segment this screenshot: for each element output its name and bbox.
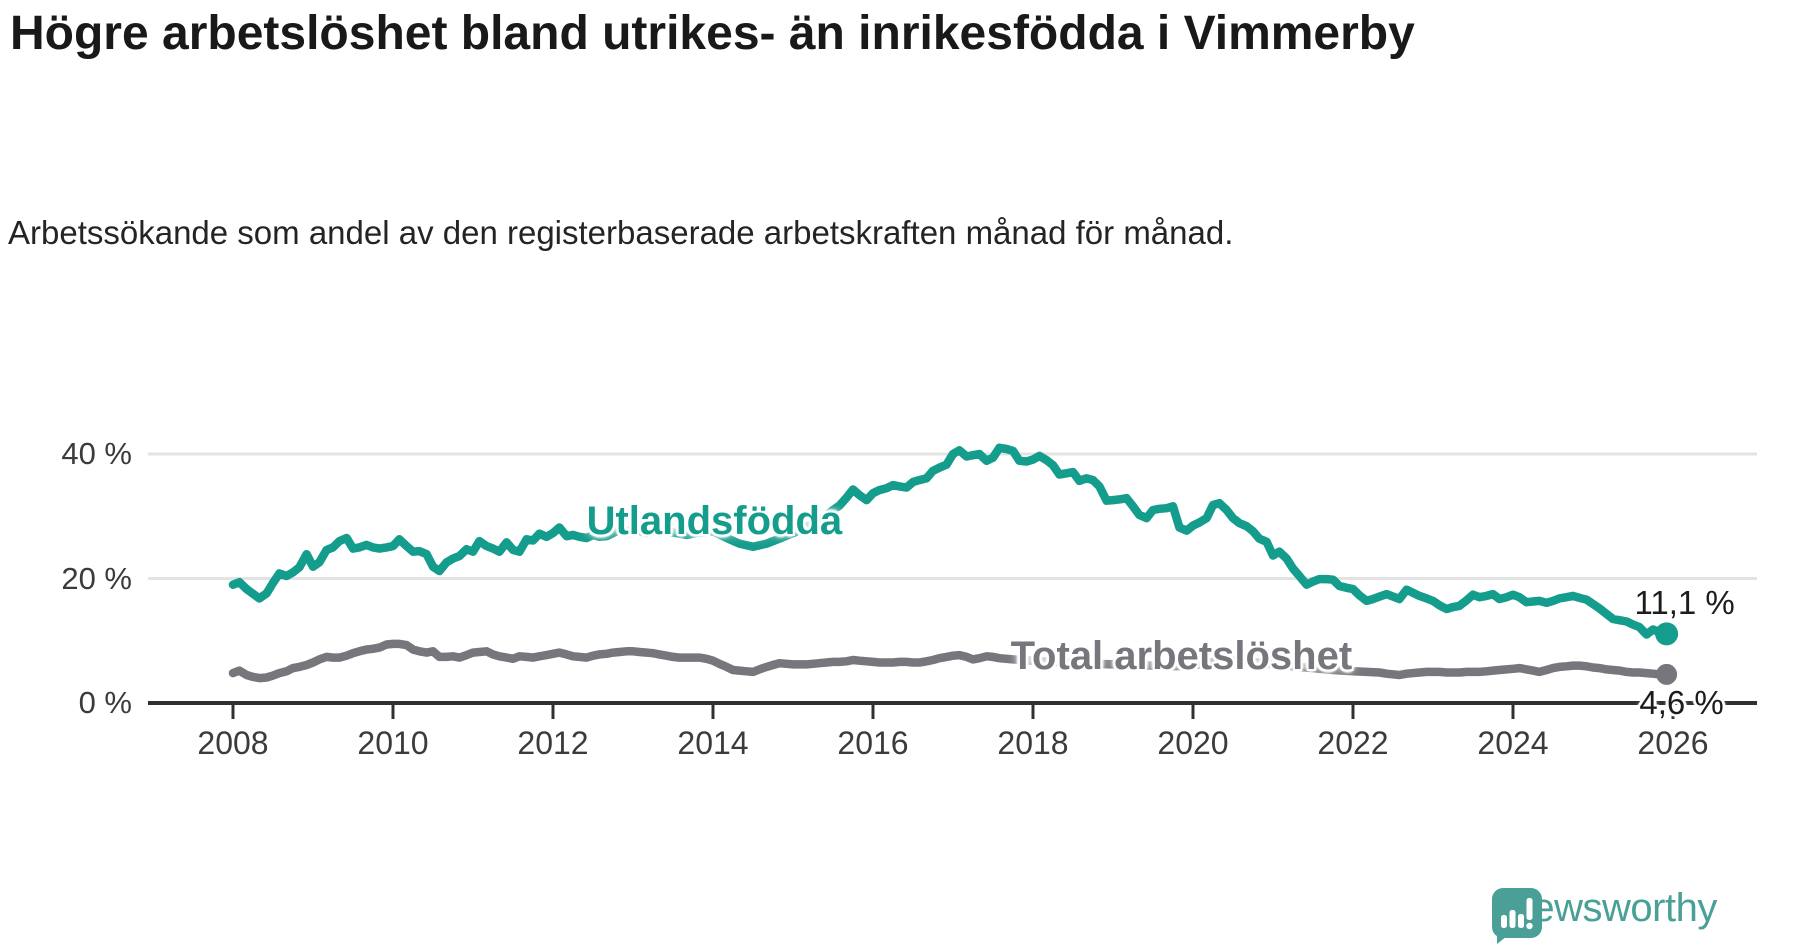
x-tick-label-2008: 2008 <box>197 725 269 761</box>
end-dot-total <box>1656 663 1678 685</box>
newsworthy-logo[interactable]: Newsworthy <box>1490 886 1717 944</box>
end-value-label-utlandsfodda: 11,1 % <box>1634 583 1735 621</box>
y-tick-label-0: 0 % <box>78 685 132 720</box>
series-label-utlandsfodda: Utlandsfödda <box>586 499 843 544</box>
line-total <box>228 639 1671 683</box>
line-utlandsfodda <box>228 443 1671 639</box>
page-subtitle: Arbetssökande som andel av den registerb… <box>8 214 1234 251</box>
x-tick-label-2012: 2012 <box>517 725 589 761</box>
y-tick-label-40: 40 % <box>61 436 132 471</box>
x-tick-label-2026: 2026 <box>1637 725 1709 761</box>
x-tick-label-2018: 2018 <box>997 725 1069 761</box>
x-tick-label-2022: 2022 <box>1317 725 1389 761</box>
x-tick-label-2016: 2016 <box>837 725 909 761</box>
x-tick-label-2014: 2014 <box>677 725 749 761</box>
x-tick-label-2010: 2010 <box>357 725 429 761</box>
end-dot-utlandsfodda <box>1655 622 1679 646</box>
x-tick-label-2020: 2020 <box>1157 725 1229 761</box>
page-title: Högre arbetslöshet bland utrikes- än inr… <box>10 7 1415 60</box>
end-value-label-total: 4,6 % <box>1639 684 1724 722</box>
series-label-total-arbetsloshet: Total arbetslöshet <box>1010 634 1353 679</box>
bar-chart-speech-bubble-icon <box>1492 888 1542 944</box>
x-tick-label-2024: 2024 <box>1477 725 1549 761</box>
y-tick-label-20: 20 % <box>61 560 132 596</box>
